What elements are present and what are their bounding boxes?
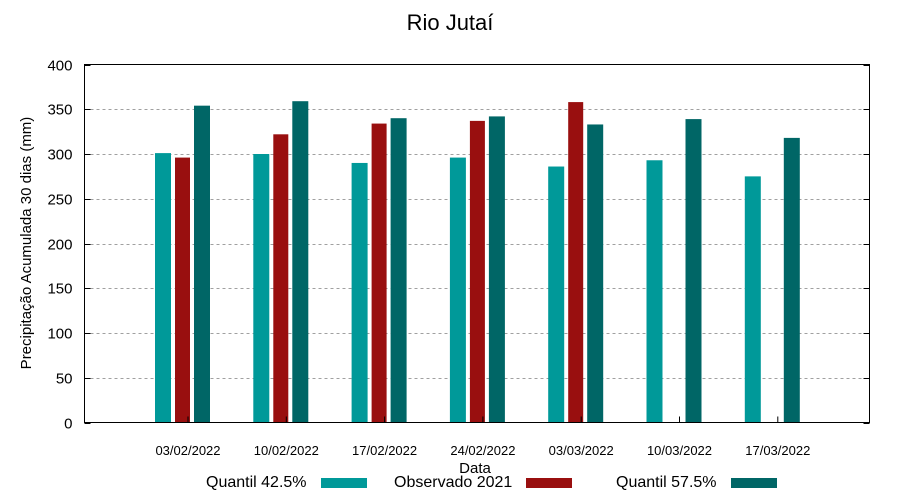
bar bbox=[469, 120, 485, 423]
bar bbox=[744, 176, 761, 423]
y-tick-label: 350 bbox=[47, 102, 72, 119]
y-axis-label: Precipitação Acumulada 30 dias (mm) bbox=[18, 117, 35, 370]
bar bbox=[568, 102, 584, 423]
bar bbox=[685, 119, 702, 423]
bar bbox=[194, 105, 210, 423]
x-axis-label: Data bbox=[459, 460, 491, 477]
x-tick-label: 03/03/2022 bbox=[549, 443, 614, 458]
x-tick-label: 10/02/2022 bbox=[254, 443, 319, 458]
y-axis: 0 50 100 150 200 250 300 350 400 bbox=[47, 58, 870, 433]
chart-title: Rio Jutaí bbox=[406, 10, 494, 35]
legend-item-quantil-57: Quantil 57.5% bbox=[616, 474, 777, 492]
bar bbox=[783, 137, 800, 423]
y-tick-label: 300 bbox=[47, 147, 72, 164]
bar bbox=[646, 160, 663, 423]
bar bbox=[292, 101, 309, 423]
bar bbox=[449, 157, 466, 423]
x-tick-label: 17/02/2022 bbox=[352, 443, 417, 458]
y-tick-label: 50 bbox=[56, 371, 73, 388]
bars bbox=[155, 101, 800, 423]
x-tick-label: 17/03/2022 bbox=[745, 443, 810, 458]
x-tick-label: 10/03/2022 bbox=[647, 443, 712, 458]
plot-frame bbox=[84, 64, 870, 423]
legend-swatch bbox=[320, 478, 367, 488]
legend-swatch bbox=[730, 478, 777, 488]
bar bbox=[253, 154, 270, 423]
bar bbox=[587, 124, 604, 423]
bar bbox=[371, 123, 387, 423]
legend-item-quantil-42: Quantil 42.5% bbox=[206, 474, 367, 492]
bar bbox=[390, 118, 407, 423]
bar bbox=[351, 162, 368, 423]
x-tick-label: 24/02/2022 bbox=[450, 443, 515, 458]
y-tick-label: 250 bbox=[47, 192, 72, 209]
x-tick-label: 03/02/2022 bbox=[155, 443, 220, 458]
y-tick-label: 0 bbox=[64, 416, 72, 433]
bar bbox=[175, 157, 190, 423]
y-tick-label: 400 bbox=[47, 58, 72, 75]
x-axis: 03/02/2022 10/02/2022 17/02/2022 24/02/2022… bbox=[155, 416, 810, 458]
bar bbox=[488, 116, 505, 423]
y-tick-label: 200 bbox=[47, 237, 72, 254]
bar bbox=[155, 153, 171, 423]
bar bbox=[548, 166, 565, 423]
legend-item-observado: Observado 2021 bbox=[394, 474, 573, 492]
legend-label: Quantil 42.5% bbox=[206, 474, 307, 491]
y-tick-label: 100 bbox=[47, 326, 72, 343]
legend-label: Quantil 57.5% bbox=[616, 474, 717, 491]
y-tick-label: 150 bbox=[47, 281, 72, 298]
bar bbox=[273, 134, 289, 423]
legend-swatch bbox=[526, 478, 573, 488]
legend-label: Observado 2021 bbox=[394, 474, 513, 491]
legend: Quantil 42.5% Observado 2021 Quantil 57.… bbox=[0, 474, 900, 496]
